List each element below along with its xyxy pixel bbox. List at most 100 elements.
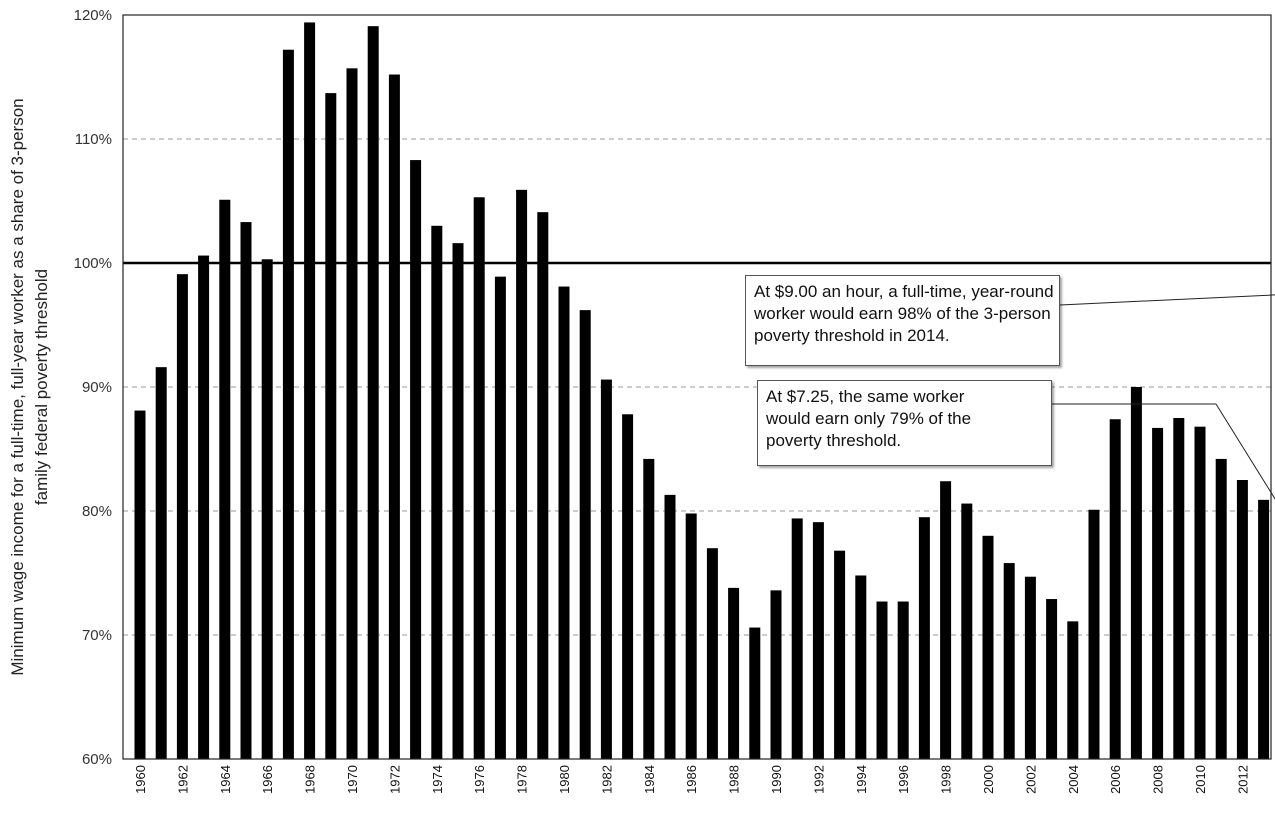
bar (749, 628, 760, 759)
bar (516, 190, 527, 759)
bar (792, 518, 803, 759)
x-tick-label: 1966 (260, 765, 275, 794)
x-tick-label: 2012 (1235, 765, 1250, 794)
bar (1131, 387, 1142, 759)
x-tick-label: 2000 (981, 765, 996, 794)
bar (431, 226, 442, 759)
x-tick-label: 2008 (1151, 765, 1166, 794)
arrow-nine-dollars (1060, 294, 1275, 305)
bar (1258, 500, 1269, 759)
bar (1152, 428, 1163, 759)
bar (1216, 459, 1227, 759)
bar (1173, 418, 1184, 759)
bar (728, 588, 739, 759)
bar (347, 68, 358, 759)
x-tick-label: 1994 (854, 765, 869, 794)
bar (559, 287, 570, 759)
bar (686, 513, 697, 759)
x-tick-label: 1982 (599, 765, 614, 794)
x-tick-label: 2002 (1023, 765, 1038, 794)
bar (643, 459, 654, 759)
bar (1237, 480, 1248, 759)
x-tick-label: 2010 (1193, 765, 1208, 794)
y-axis-title: Minimum wage income for a full-time, ful… (8, 98, 51, 675)
x-tick-label: 1964 (218, 765, 233, 794)
bar (1110, 419, 1121, 759)
bar (219, 200, 230, 759)
annotation-nine-dollars: At $9.00 an hour, a full-time, year-roun… (745, 275, 1060, 366)
y-tick-label: 110% (75, 131, 112, 148)
bar (537, 212, 548, 759)
bar (198, 256, 209, 759)
bar (241, 222, 252, 759)
y-tick-label: 120% (74, 7, 112, 24)
annotation-arrows (1052, 294, 1275, 511)
y-tick-label: 80% (82, 503, 112, 520)
bar (580, 310, 591, 759)
x-tick-label: 1976 (472, 765, 487, 794)
bar (325, 93, 336, 759)
bar (1004, 563, 1015, 759)
x-tick-label: 1968 (303, 765, 318, 794)
y-tick-label: 70% (82, 627, 112, 644)
bar (813, 522, 824, 759)
bar (156, 367, 167, 759)
bar (495, 277, 506, 759)
x-tick-label: 1988 (727, 765, 742, 794)
x-tick-label: 1980 (557, 765, 572, 794)
x-tick-label: 1990 (769, 765, 784, 794)
y-axis-label-line1: Minimum wage income for a full-time, ful… (8, 98, 27, 675)
bar (855, 575, 866, 759)
bar (1089, 510, 1100, 759)
bar (834, 551, 845, 759)
annotation-line: would earn only 79% of the (766, 408, 1043, 430)
annotation-line: worker would earn 98% of the 3-person (754, 303, 1051, 325)
x-tick-label: 1992 (811, 765, 826, 794)
bar (283, 50, 294, 759)
bar (919, 517, 930, 759)
x-tick-label: 1984 (642, 765, 657, 794)
x-tick-label: 1998 (939, 765, 954, 794)
bar (1067, 621, 1078, 759)
bar (1195, 427, 1206, 759)
y-tick-label: 90% (82, 379, 112, 396)
annotation-line: At $9.00 an hour, a full-time, year-roun… (754, 281, 1051, 303)
bar (389, 75, 400, 759)
x-tick-label: 1962 (175, 765, 190, 794)
bar (410, 160, 421, 759)
annotation-line: poverty threshold. (766, 430, 1043, 452)
bar (877, 602, 888, 759)
bars (135, 22, 1275, 759)
x-tick-label: 2006 (1108, 765, 1123, 794)
x-tick-label: 1974 (430, 765, 445, 794)
x-tick-label: 1972 (387, 765, 402, 794)
y-tick-label: 60% (82, 751, 112, 768)
annotation-line: poverty threshold in 2014. (754, 325, 1051, 347)
bar (983, 536, 994, 759)
bar (622, 414, 633, 759)
bar (1046, 599, 1057, 759)
x-tick-label: 1978 (515, 765, 530, 794)
bar (1025, 577, 1036, 759)
annotation-line: At $7.25, the same worker (766, 386, 1043, 408)
x-tick-label: 1970 (345, 765, 360, 794)
bar (177, 274, 188, 759)
bar (135, 411, 146, 759)
y-axis-ticks: 60% 70% 80% 90% 100% 110% 120% (74, 7, 112, 768)
bar (368, 26, 379, 759)
bar (940, 481, 951, 759)
x-tick-label: 1996 (896, 765, 911, 794)
annotation-seven-twenty-five: At $7.25, the same worker would earn onl… (757, 380, 1052, 466)
y-axis-label-line2: family federal poverty threshold (32, 269, 51, 505)
x-tick-label: 2004 (1066, 765, 1081, 794)
bar (453, 243, 464, 759)
bar (262, 259, 273, 759)
bar (961, 504, 972, 759)
y-tick-label: 100% (74, 255, 112, 272)
bar (601, 380, 612, 759)
bar (665, 495, 676, 759)
x-tick-label: 1986 (684, 765, 699, 794)
bar (898, 602, 909, 759)
